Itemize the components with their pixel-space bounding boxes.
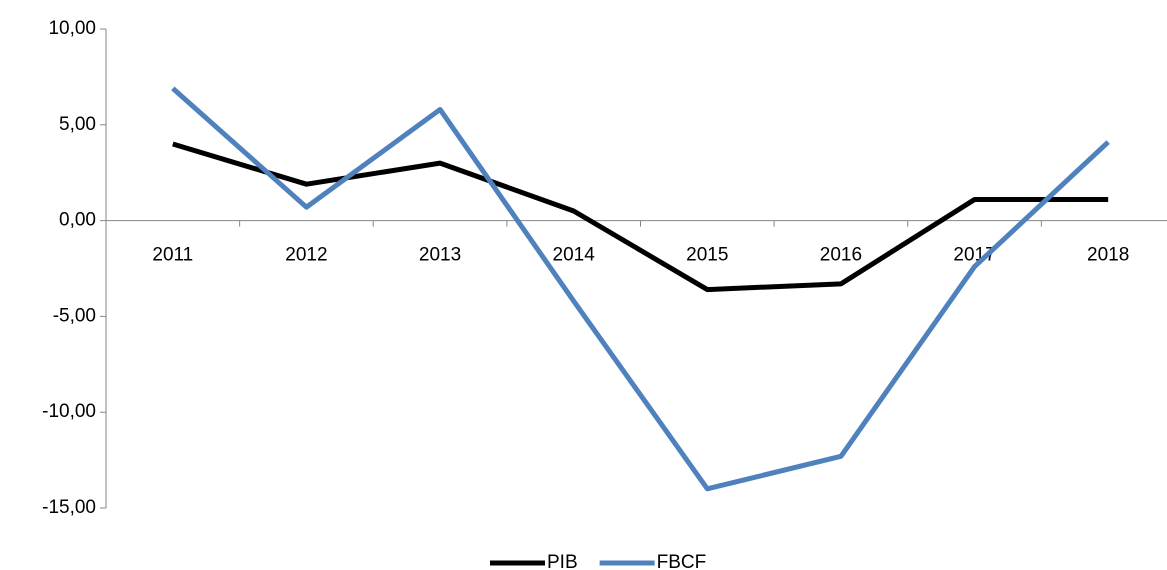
x-tick-label: 2014 <box>553 245 596 266</box>
x-tick-label: 2012 <box>285 245 327 266</box>
legend-label: PIB <box>547 552 578 570</box>
y-tick-label: 0,00 <box>59 210 96 231</box>
x-tick-label: 2017 <box>953 245 995 266</box>
y-tick-label: -10,00 <box>42 401 96 422</box>
x-tick-label: 2016 <box>820 245 862 266</box>
x-tick-label: 2013 <box>419 245 461 266</box>
y-tick-label: -15,00 <box>42 497 96 518</box>
y-tick-label: 5,00 <box>59 114 96 135</box>
x-tick-label: 2015 <box>686 245 728 266</box>
legend-label: FBCF <box>657 552 707 570</box>
line-series <box>171 86 1110 492</box>
x-tick-label: 2011 <box>152 245 193 266</box>
line-series <box>172 141 1109 293</box>
y-tick-label: 10,00 <box>48 18 96 39</box>
x-tick-label: 2018 <box>1087 245 1129 266</box>
y-tick-label: -5,00 <box>53 305 96 326</box>
